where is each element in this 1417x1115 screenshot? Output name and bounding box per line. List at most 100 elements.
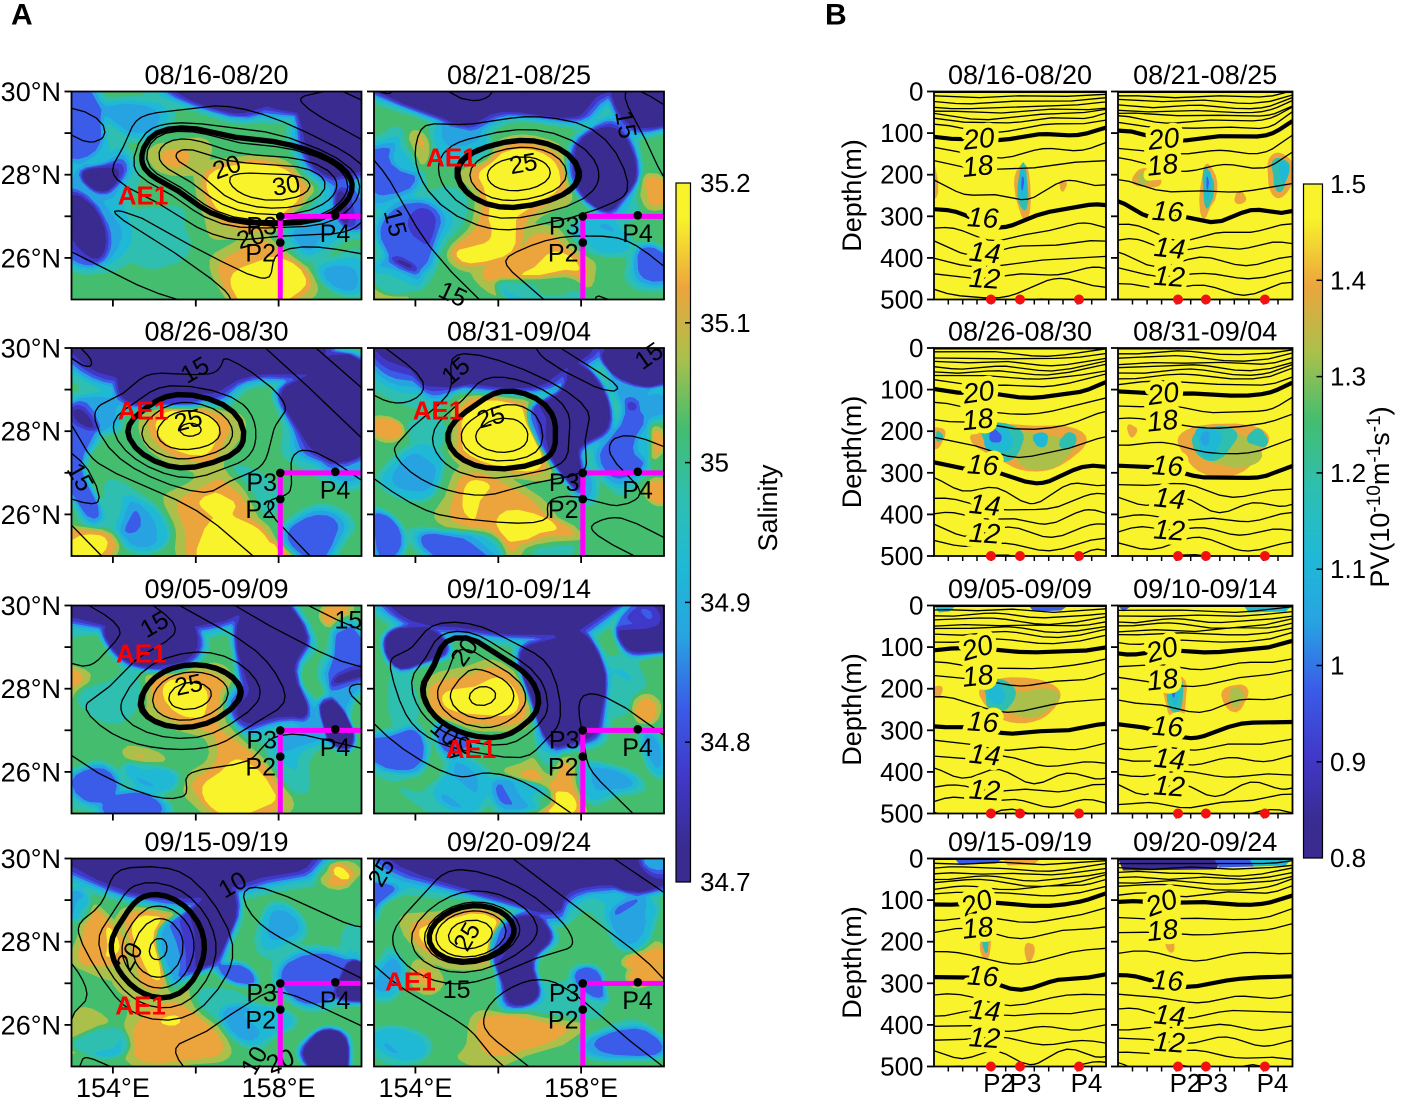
svg-text:08/21-08/25: 08/21-08/25	[447, 60, 591, 90]
svg-text:100: 100	[880, 375, 923, 405]
svg-text:28°N: 28°N	[1, 417, 61, 447]
svg-text:16: 16	[1151, 449, 1185, 482]
svg-text:15: 15	[609, 108, 641, 140]
svg-text:18: 18	[961, 659, 996, 693]
svg-text:15: 15	[334, 607, 362, 635]
svg-text:P2: P2	[245, 1007, 276, 1035]
svg-text:34.8: 34.8	[700, 727, 751, 757]
svg-text:18: 18	[1145, 148, 1180, 182]
svg-text:18: 18	[961, 402, 996, 436]
svg-text:34.7: 34.7	[700, 867, 751, 897]
svg-text:08/26-08/30: 08/26-08/30	[144, 317, 288, 347]
svg-text:P2: P2	[245, 754, 276, 782]
svg-text:09/10-09/14: 09/10-09/14	[447, 574, 591, 604]
svg-text:Salinity: Salinity	[753, 464, 783, 552]
svg-text:0: 0	[909, 333, 923, 363]
svg-text:P2: P2	[548, 754, 579, 782]
svg-text:400: 400	[880, 1010, 923, 1040]
svg-text:300: 300	[880, 458, 923, 488]
svg-text:200: 200	[880, 927, 923, 957]
svg-text:09/15-09/19: 09/15-09/19	[948, 827, 1092, 857]
svg-text:Depth(m): Depth(m)	[837, 906, 867, 1019]
svg-text:28°N: 28°N	[1, 160, 61, 190]
svg-text:500: 500	[880, 541, 923, 571]
svg-text:0.9: 0.9	[1330, 747, 1366, 777]
svg-text:P4: P4	[320, 987, 351, 1015]
svg-text:09/15-09/19: 09/15-09/19	[144, 827, 288, 857]
svg-text:0: 0	[909, 77, 923, 107]
svg-text:500: 500	[880, 285, 923, 315]
svg-text:P3: P3	[246, 727, 277, 755]
svg-text:P3: P3	[1010, 1068, 1042, 1098]
svg-text:AE1: AE1	[446, 734, 497, 764]
svg-text:200: 200	[880, 674, 923, 704]
svg-text:P3: P3	[246, 213, 277, 241]
svg-text:08/31-09/04: 08/31-09/04	[447, 317, 591, 347]
svg-text:P4: P4	[320, 477, 351, 505]
svg-text:35.2: 35.2	[700, 168, 751, 198]
svg-text:300: 300	[880, 715, 923, 745]
svg-text:12: 12	[968, 773, 1002, 806]
svg-text:Depth(m): Depth(m)	[837, 139, 867, 252]
svg-text:18: 18	[1145, 404, 1180, 438]
svg-text:158°E: 158°E	[242, 1073, 316, 1103]
svg-text:09/10-09/14: 09/10-09/14	[1133, 574, 1277, 604]
svg-text:P4: P4	[1071, 1068, 1103, 1098]
svg-text:16: 16	[966, 705, 1000, 738]
svg-text:P2: P2	[245, 496, 276, 524]
svg-text:AE1: AE1	[116, 639, 167, 669]
svg-text:26°N: 26°N	[1, 243, 61, 273]
svg-text:P4: P4	[622, 987, 653, 1015]
svg-text:15: 15	[443, 976, 471, 1004]
svg-text:1.3: 1.3	[1330, 362, 1366, 392]
svg-text:400: 400	[880, 499, 923, 529]
svg-text:200: 200	[880, 160, 923, 190]
svg-text:12: 12	[1153, 769, 1187, 802]
svg-text:P2: P2	[548, 240, 579, 268]
svg-text:14: 14	[968, 738, 1002, 772]
svg-text:100: 100	[880, 118, 923, 148]
svg-text:158°E: 158°E	[544, 1073, 618, 1103]
svg-text:35.1: 35.1	[700, 308, 751, 338]
svg-text:300: 300	[880, 968, 923, 998]
svg-text:08/31-09/04: 08/31-09/04	[1133, 317, 1277, 347]
svg-text:P2: P2	[548, 496, 579, 524]
svg-text:AE1: AE1	[115, 991, 166, 1021]
svg-text:18: 18	[961, 149, 996, 183]
svg-text:P4: P4	[320, 220, 351, 248]
svg-text:16: 16	[966, 448, 1000, 481]
svg-text:18: 18	[1145, 913, 1180, 947]
svg-text:12: 12	[1153, 1026, 1187, 1059]
svg-text:30°N: 30°N	[1, 77, 61, 107]
svg-text:500: 500	[880, 799, 923, 829]
svg-text:P4: P4	[622, 734, 653, 762]
svg-text:P4: P4	[1257, 1068, 1289, 1098]
svg-text:P2: P2	[983, 1068, 1015, 1098]
svg-text:P3: P3	[549, 980, 580, 1008]
svg-text:200: 200	[880, 416, 923, 446]
svg-text:30: 30	[270, 170, 302, 202]
svg-text:500: 500	[880, 1052, 923, 1082]
svg-text:P3: P3	[246, 980, 277, 1008]
svg-text:18: 18	[1145, 662, 1180, 696]
svg-text:14: 14	[1152, 481, 1186, 515]
svg-text:AE1: AE1	[426, 143, 477, 173]
svg-text:1.2: 1.2	[1330, 458, 1366, 488]
svg-text:0: 0	[909, 591, 923, 621]
svg-text:12: 12	[1153, 513, 1187, 546]
svg-text:B: B	[825, 0, 847, 32]
svg-text:100: 100	[880, 632, 923, 662]
svg-text:26°N: 26°N	[1, 1010, 61, 1040]
svg-text:09/20-09/24: 09/20-09/24	[447, 827, 591, 857]
svg-text:09/05-09/09: 09/05-09/09	[144, 574, 288, 604]
svg-text:154°E: 154°E	[378, 1073, 452, 1103]
svg-text:35: 35	[700, 448, 729, 478]
svg-text:12: 12	[968, 517, 1002, 550]
svg-text:P3: P3	[549, 727, 580, 755]
svg-text:P4: P4	[622, 220, 653, 248]
svg-text:P2: P2	[1170, 1068, 1202, 1098]
svg-text:08/16-08/20: 08/16-08/20	[144, 60, 288, 90]
svg-text:30°N: 30°N	[1, 334, 61, 364]
svg-text:Depth(m): Depth(m)	[837, 396, 867, 509]
svg-text:14: 14	[1152, 742, 1186, 776]
